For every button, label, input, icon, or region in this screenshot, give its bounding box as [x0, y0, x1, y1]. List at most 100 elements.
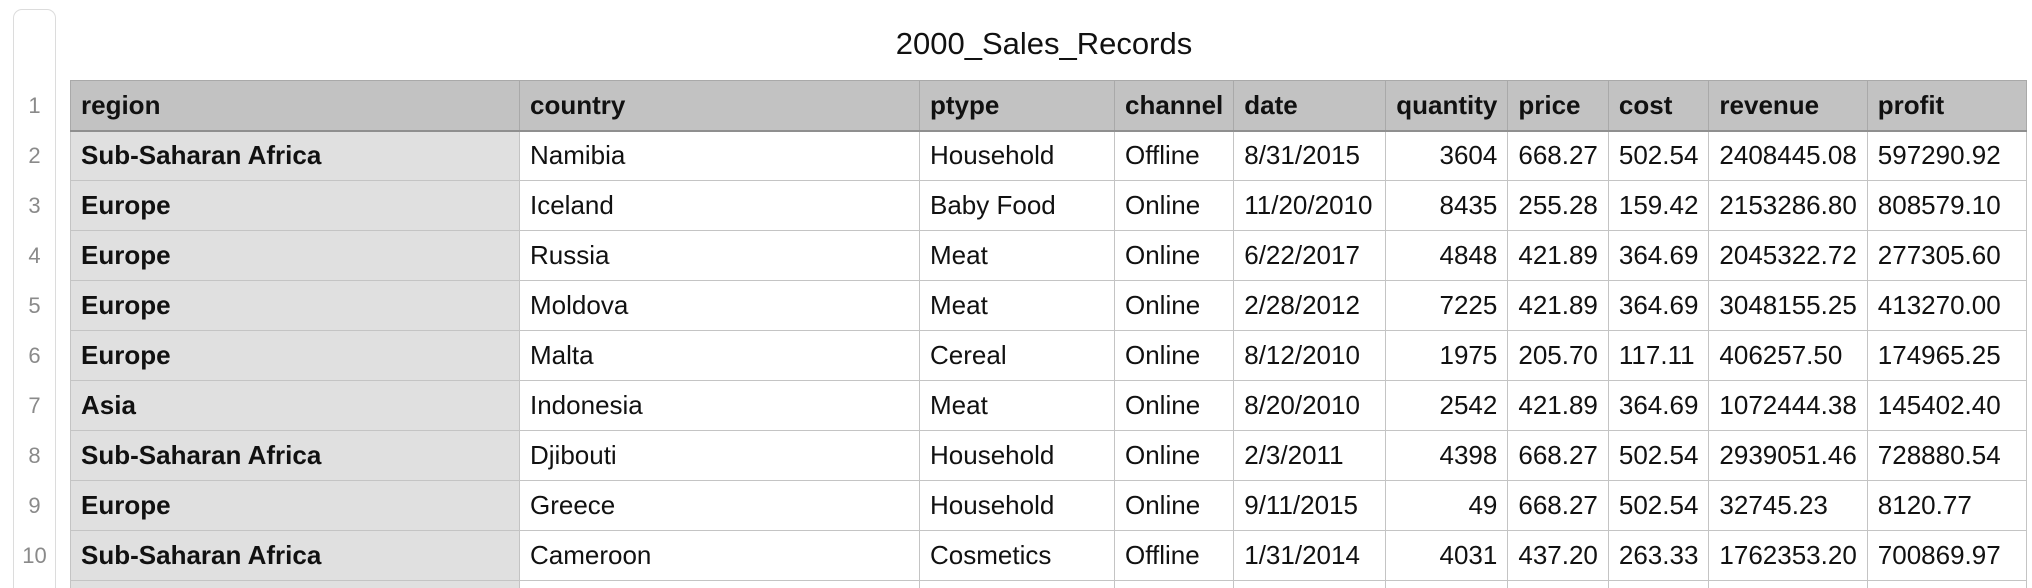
cell-revenue[interactable]: 1762353.20 — [1708, 530, 1868, 581]
cell-revenue[interactable]: 2939051.46 — [1708, 430, 1868, 481]
cell-date[interactable]: 2/28/2012 — [1233, 280, 1387, 331]
cell-date[interactable]: 8/12/2010 — [1233, 330, 1387, 381]
cell-cost[interactable]: 502.54 — [1607, 130, 1710, 181]
cell-country[interactable]: Namibia — [519, 130, 920, 181]
cell-cost[interactable]: 502.54 — [1607, 430, 1710, 481]
cell-cost[interactable]: 117.11 — [1607, 330, 1710, 381]
row-number[interactable]: 3 — [28, 193, 41, 218]
cell-profit[interactable]: 700869.97 — [1866, 530, 2027, 581]
cell-channel[interactable]: Online — [1113, 430, 1235, 481]
cell-profit[interactable]: 8120.77 — [1866, 480, 2027, 531]
cell-profit[interactable]: 413270.00 — [1866, 280, 2027, 331]
cell-revenue[interactable] — [1708, 580, 1868, 588]
cell-price[interactable]: 421.89 — [1507, 280, 1609, 331]
column-header-region[interactable]: region — [70, 80, 520, 132]
row-number[interactable]: 5 — [28, 293, 41, 318]
cell-ptype[interactable]: Household — [919, 430, 1115, 481]
row-number[interactable]: 1 — [28, 93, 41, 118]
cell-revenue[interactable]: 2153286.80 — [1708, 180, 1868, 231]
cell-profit[interactable]: 728880.54 — [1866, 430, 2027, 481]
cell-channel[interactable]: Offline — [1113, 530, 1235, 581]
cell-country[interactable]: Iceland — [519, 180, 920, 231]
cell-ptype[interactable]: Household — [919, 480, 1115, 531]
cell-date[interactable]: 6/22/2017 — [1233, 230, 1387, 281]
cell-region[interactable] — [70, 580, 520, 588]
cell-quantity[interactable]: 7225 — [1385, 280, 1509, 331]
cell-profit[interactable]: 174965.25 — [1866, 330, 2027, 381]
cell-channel[interactable]: Online — [1113, 280, 1235, 331]
cell-country[interactable]: Indonesia — [519, 380, 920, 431]
cell-date[interactable]: 11/20/2010 — [1233, 180, 1387, 231]
column-header-price[interactable]: price — [1507, 80, 1609, 132]
cell-date[interactable] — [1233, 580, 1387, 588]
cell-price[interactable] — [1507, 580, 1609, 588]
column-header-channel[interactable]: channel — [1113, 80, 1235, 132]
column-header-cost[interactable]: cost — [1607, 80, 1710, 132]
column-header-country[interactable]: country — [519, 80, 920, 132]
cell-ptype[interactable]: Meat — [919, 230, 1115, 281]
cell-price[interactable]: 668.27 — [1507, 430, 1609, 481]
cell-cost[interactable]: 263.33 — [1607, 530, 1710, 581]
cell-country[interactable] — [519, 580, 920, 588]
cell-date[interactable]: 1/31/2014 — [1233, 530, 1387, 581]
cell-price[interactable]: 421.89 — [1507, 230, 1609, 281]
cell-region[interactable]: Sub-Saharan Africa — [70, 530, 520, 581]
cell-country[interactable]: Malta — [519, 330, 920, 381]
row-number[interactable]: 8 — [28, 443, 41, 468]
cell-quantity[interactable]: 4848 — [1385, 230, 1509, 281]
cell-revenue[interactable]: 1072444.38 — [1708, 380, 1868, 431]
cell-country[interactable]: Greece — [519, 480, 920, 531]
cell-profit[interactable]: 277305.60 — [1866, 230, 2027, 281]
cell-ptype[interactable]: Meat — [919, 380, 1115, 431]
cell-date[interactable]: 2/3/2011 — [1233, 430, 1387, 481]
column-header-revenue[interactable]: revenue — [1708, 80, 1868, 132]
cell-country[interactable]: Djibouti — [519, 430, 920, 481]
row-number[interactable]: 7 — [28, 393, 41, 418]
cell-cost[interactable]: 364.69 — [1607, 280, 1710, 331]
cell-revenue[interactable]: 406257.50 — [1708, 330, 1868, 381]
cell-date[interactable]: 8/20/2010 — [1233, 380, 1387, 431]
cell-channel[interactable]: Online — [1113, 480, 1235, 531]
cell-revenue[interactable]: 32745.23 — [1708, 480, 1868, 531]
cell-price[interactable]: 255.28 — [1507, 180, 1609, 231]
cell-profit[interactable]: 597290.92 — [1866, 130, 2027, 181]
cell-region[interactable]: Europe — [70, 480, 520, 531]
cell-quantity[interactable]: 1975 — [1385, 330, 1509, 381]
cell-quantity[interactable] — [1385, 580, 1509, 588]
cell-channel[interactable]: Offline — [1113, 130, 1235, 181]
cell-quantity[interactable]: 49 — [1385, 480, 1509, 531]
cell-ptype[interactable]: Cosmetics — [919, 530, 1115, 581]
cell-region[interactable]: Europe — [70, 230, 520, 281]
row-number[interactable]: 2 — [28, 143, 41, 168]
cell-cost[interactable]: 502.54 — [1607, 480, 1710, 531]
cell-cost[interactable] — [1607, 580, 1710, 588]
cell-price[interactable]: 205.70 — [1507, 330, 1609, 381]
cell-channel[interactable]: Online — [1113, 330, 1235, 381]
column-header-profit[interactable]: profit — [1866, 80, 2027, 132]
cell-cost[interactable]: 159.42 — [1607, 180, 1710, 231]
cell-region[interactable]: Sub-Saharan Africa — [70, 130, 520, 181]
cell-channel[interactable]: Online — [1113, 180, 1235, 231]
cell-quantity[interactable]: 2542 — [1385, 380, 1509, 431]
cell-cost[interactable]: 364.69 — [1607, 380, 1710, 431]
cell-ptype[interactable] — [919, 580, 1115, 588]
cell-quantity[interactable]: 8435 — [1385, 180, 1509, 231]
cell-quantity[interactable]: 3604 — [1385, 130, 1509, 181]
row-number[interactable]: 4 — [28, 243, 41, 268]
row-number[interactable]: 10 — [22, 543, 47, 568]
cell-region[interactable]: Europe — [70, 280, 520, 331]
cell-revenue[interactable]: 2408445.08 — [1708, 130, 1868, 181]
column-header-date[interactable]: date — [1233, 80, 1387, 132]
cell-country[interactable]: Russia — [519, 230, 920, 281]
cell-revenue[interactable]: 3048155.25 — [1708, 280, 1868, 331]
cell-channel[interactable]: Online — [1113, 230, 1235, 281]
cell-ptype[interactable]: Baby Food — [919, 180, 1115, 231]
cell-profit[interactable]: 808579.10 — [1866, 180, 2027, 231]
cell-price[interactable]: 668.27 — [1507, 130, 1609, 181]
cell-region[interactable]: Europe — [70, 180, 520, 231]
cell-revenue[interactable]: 2045322.72 — [1708, 230, 1868, 281]
cell-ptype[interactable]: Meat — [919, 280, 1115, 331]
row-number[interactable]: 9 — [28, 493, 41, 518]
cell-country[interactable]: Moldova — [519, 280, 920, 331]
cell-region[interactable]: Asia — [70, 380, 520, 431]
